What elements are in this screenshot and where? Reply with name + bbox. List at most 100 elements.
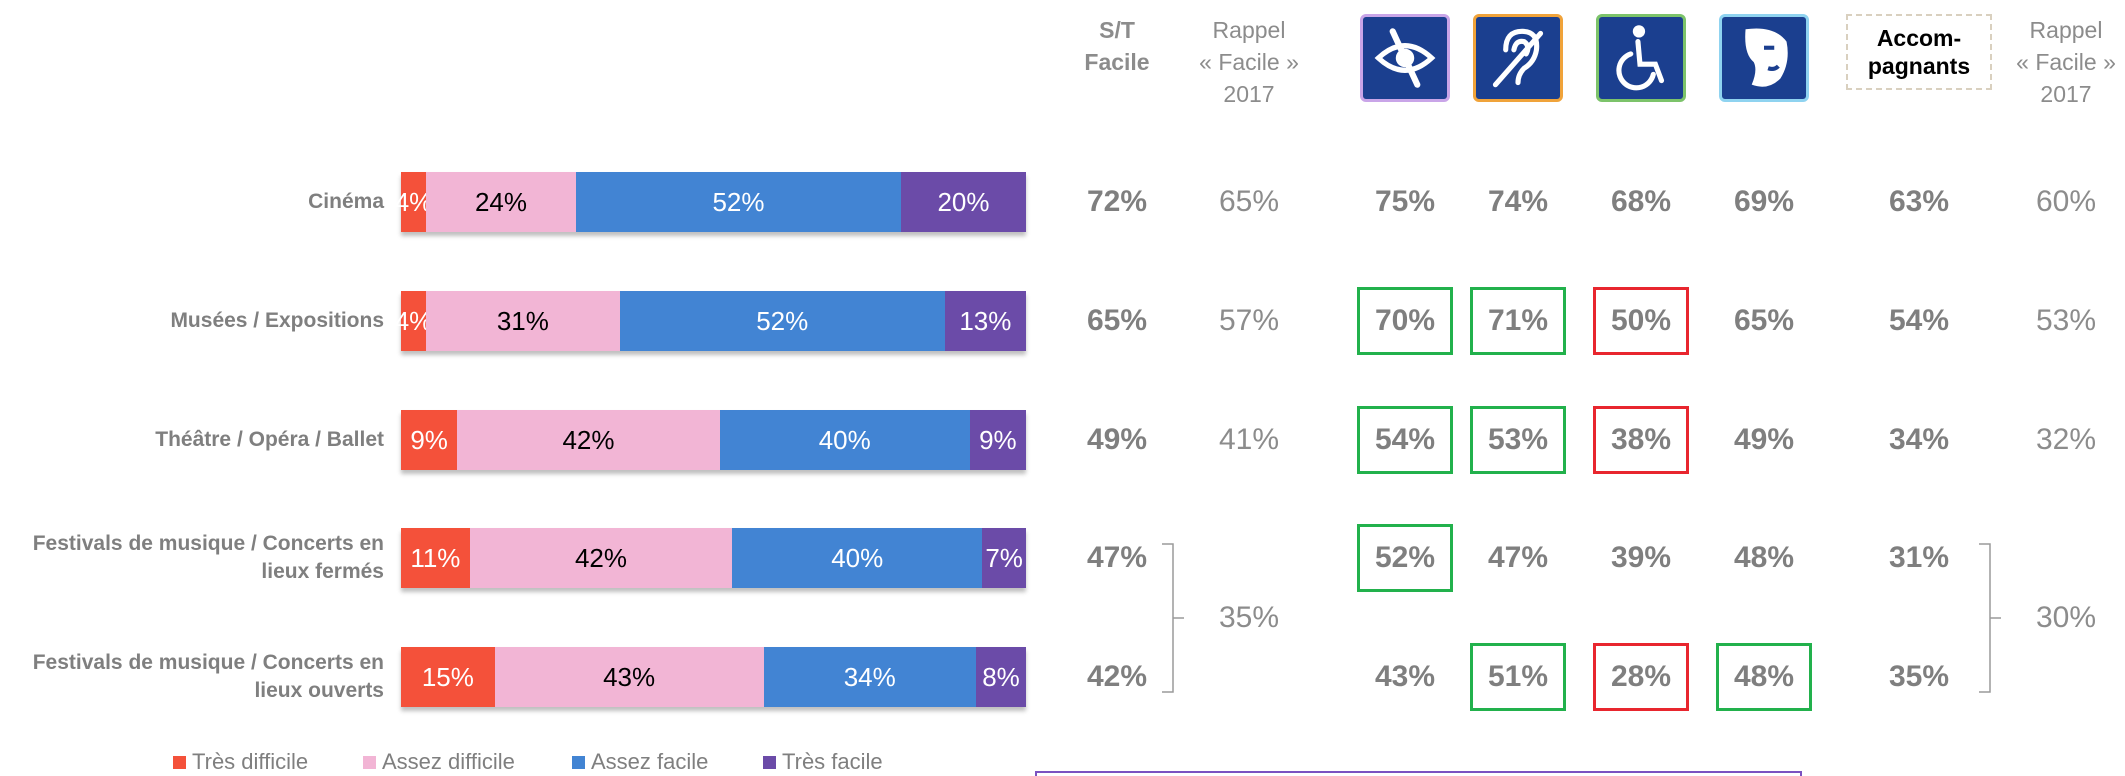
table-cell: 65% [1218,185,1280,218]
header-line: « Facile » [1199,49,1299,75]
table-cell: 53% [1470,406,1566,474]
table-cell: 35% [1888,660,1950,693]
bar-segment: 7% [982,528,1026,588]
table-cell: 48% [1733,541,1795,574]
table-cell: 70% [1357,287,1453,355]
table-cell: 65% [1733,304,1795,337]
legend-item: Assez difficile [363,749,515,775]
table-cell: 74% [1487,185,1549,218]
row-label: Théâtre / Opéra / Ballet [155,428,384,451]
header-line: Rappel [2029,17,2103,43]
icon [1374,28,1436,88]
bar-segment: 13% [944,291,1026,351]
legend-swatch [763,755,776,769]
header-line: 2017 [1223,81,1275,107]
table-cell: 47% [1487,541,1549,574]
table-cell: 28% [1593,643,1689,711]
bracket-line [1162,542,1184,693]
header-line: Accom- [1876,25,1962,51]
row-label: Musées / Expositions [170,309,384,332]
bar-segment: 40% [732,528,983,588]
bracket-line [1979,542,2001,693]
row-label: Festivals de musique / Concerts en lieux… [32,532,384,583]
header-line: Rappel [1212,17,1286,43]
header-line: 2017 [2040,81,2092,107]
legend-swatch [572,755,585,769]
icon-glyph [1616,51,1656,91]
icon-glyph [1767,64,1780,71]
table-cell: 49% [1086,423,1148,456]
bar-segment: 8% [976,647,1026,707]
bar-segment: 9% [969,410,1026,470]
header-line: pagnants [1867,53,1971,79]
icon-glyph [1389,28,1421,88]
legend-label: Assez facile [591,749,709,774]
table-cell: 47% [1086,541,1148,574]
table-cell: 43% [1374,660,1436,693]
icon-glyph [1632,25,1646,38]
table-cell: 53% [2035,304,2097,337]
bar-segment: 43% [494,647,764,707]
table-cell: 48% [1716,643,1812,711]
icon-glyph [1374,43,1436,73]
row-label: Festivals de musique / Concerts en lieux… [32,651,384,702]
table-cell: 54% [1888,304,1950,337]
bar-segment: 15% [401,647,495,707]
legend-label: Très difficile [192,749,309,774]
bar: 11% 42% 40% 7% [401,528,1026,588]
bracket [1162,542,1184,693]
table-cell: 71% [1470,287,1566,355]
table-cell: 31% [1888,541,1950,574]
table-cell: 50% [1593,287,1689,355]
icon [1492,28,1544,88]
bar-segment: 42% [469,528,733,588]
table-cell: 32% [2035,423,2097,456]
legend-swatch [363,755,376,769]
bar-segment: 11% [401,528,470,588]
merged-cell: 35% [1218,600,1280,634]
legend-label: Assez difficile [382,749,515,774]
bar-segment: 9% [401,410,458,470]
bar-segment: 52% [576,172,901,232]
table-cell: 38% [1593,406,1689,474]
bar: 4% 31% 52% 13% [395,291,1026,351]
table-cell: 52% [1357,524,1453,592]
table-cell: 54% [1357,406,1453,474]
bar: 9% 42% 40% 9% [401,410,1026,470]
icon-glyph [1503,28,1540,86]
legend-item: Très facile [763,749,883,775]
table-cell: 65% [1086,304,1148,337]
table-cell: 39% [1610,541,1672,574]
table-cell: 51% [1470,643,1566,711]
header-box: Accom-pagnants [1846,14,1992,90]
icon [1616,25,1665,91]
table-cell: 72% [1086,185,1148,218]
bar: 4% 24% 52% 20% [395,172,1026,232]
icon-box [1473,14,1563,102]
icon-box [1719,14,1809,102]
bar-segment: 4% [395,172,432,232]
bar: 15% 43% 34% 8% [401,647,1026,707]
table-cell: 49% [1733,423,1795,456]
table-cell: 57% [1218,304,1280,337]
legend-swatch [173,755,186,769]
bar-segment: 20% [901,172,1026,232]
bar-segment: 34% [763,647,976,707]
table-cell: 41% [1218,423,1280,456]
icon-glyph [1635,39,1665,84]
bar-segment: 52% [619,291,945,351]
legend-item: Assez facile [572,749,708,775]
header-line: « Facile » [2016,49,2116,75]
bar-segment: 40% [719,410,970,470]
bar-segment: 31% [426,291,620,351]
legend-item: Très difficile [173,749,308,775]
table-cell: 34% [1888,423,1950,456]
table-cell: 60% [2035,185,2097,218]
merged-cell: 30% [2035,600,2097,634]
table-cell: 42% [1086,660,1148,693]
table-cell: 75% [1374,185,1436,218]
bracket [1979,542,2001,693]
table-cell: 69% [1733,185,1795,218]
icon [1745,28,1788,87]
legend-label: Très facile [782,749,883,774]
